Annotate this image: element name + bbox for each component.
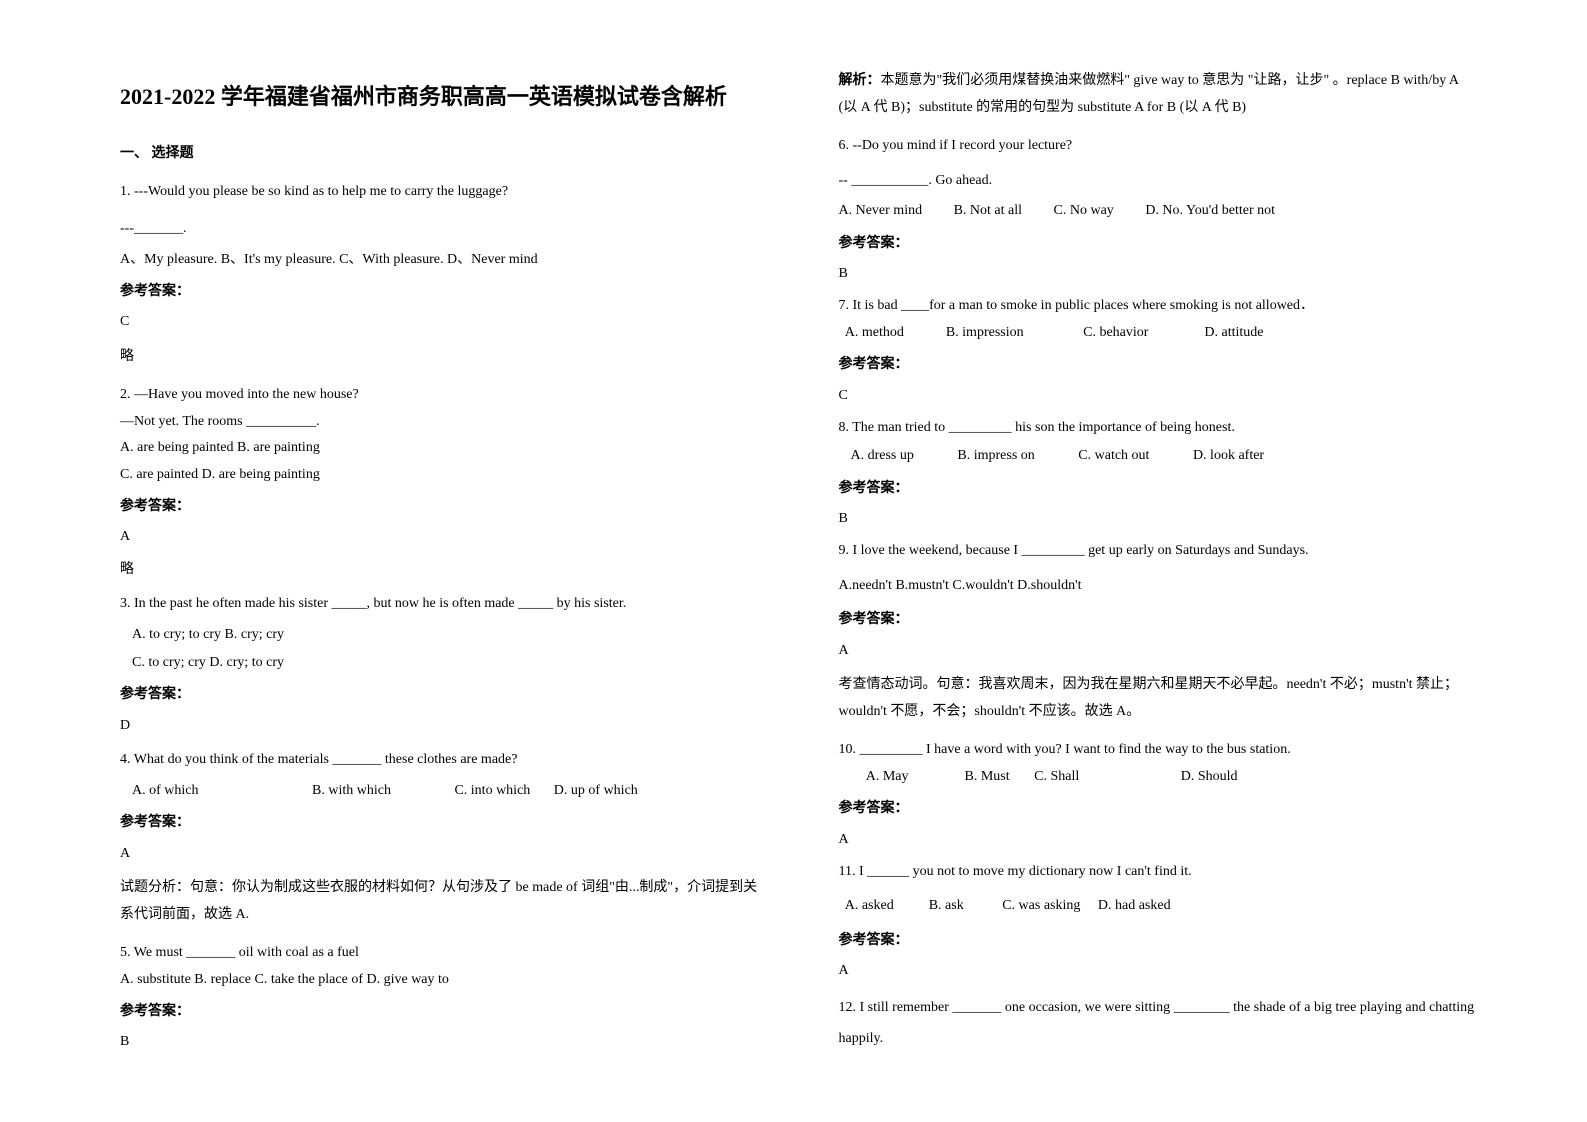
explain-body: 本题意为"我们必须用煤替换油来做燃料" give way to 意思为 "让路，…	[839, 73, 1459, 115]
question-10-options: A. May B. Must C. Shall D. Should	[839, 766, 1478, 788]
ref-answer-label: 参考答案：	[839, 798, 1478, 820]
question-4-answer: A	[120, 843, 759, 865]
question-9-explain: 考查情态动词。句意：我喜欢周末，因为我在星期六和星期天不必早起。needn't …	[839, 672, 1478, 725]
question-4-optD: D. up of which	[554, 780, 638, 802]
question-8-optD: D. look after	[1193, 445, 1264, 467]
ref-answer-label: 参考答案：	[120, 496, 759, 518]
question-10-answer: A	[839, 829, 1478, 851]
question-8-optB: B. impress on	[957, 445, 1034, 467]
ref-answer-label: 参考答案：	[120, 281, 759, 303]
question-3-opt-row1: A. to cry; to cry B. cry; cry	[132, 624, 759, 646]
exam-page: 2021-2022 学年福建省福州市商务职高高一英语模拟试卷含解析 一、 选择题…	[0, 0, 1587, 1122]
question-8-stem: 8. The man tried to _________ his son th…	[839, 417, 1478, 439]
question-6-optC: C. No way	[1054, 200, 1114, 222]
ref-answer-label: 参考答案：	[120, 1001, 759, 1023]
question-4-options: A. of which B. with which C. into which …	[120, 780, 759, 802]
exam-title: 2021-2022 学年福建省福州市商务职高高一英语模拟试卷含解析	[120, 80, 759, 113]
question-7-options: A. method B. impression C. behavior D. a…	[839, 322, 1478, 344]
question-11-stem: 11. I ______ you not to move my dictiona…	[839, 861, 1478, 883]
question-6-stem2: -- ___________. Go ahead.	[839, 168, 1478, 195]
question-3-opt-row2: C. to cry; cry D. cry; to cry	[132, 652, 759, 674]
question-12-stem: 12. I still remember _______ one occasio…	[839, 993, 1478, 1055]
question-9-stem: 9. I love the weekend, because I _______…	[839, 540, 1478, 562]
question-4-explain: 试题分析：句意：你认为制成这些衣服的材料如何？从句涉及了 be made of …	[120, 875, 759, 928]
question-8-answer: B	[839, 508, 1478, 530]
explain-label: 解析：	[839, 73, 881, 88]
question-4-optA: A. of which	[132, 780, 199, 802]
question-8-options: A. dress up B. impress on C. watch out D…	[851, 445, 1478, 467]
question-10-stem: 10. _________ I have a word with you? I …	[839, 739, 1478, 761]
question-6-options: A. Never mind B. Not at all C. No way D.…	[839, 200, 1478, 222]
question-6-optB: B. Not at all	[954, 200, 1022, 222]
left-column: 2021-2022 学年福建省福州市商务职高高一英语模拟试卷含解析 一、 选择题…	[100, 60, 799, 1082]
right-column: 解析：本题意为"我们必须用煤替换油来做燃料" give way to 意思为 "…	[799, 60, 1498, 1082]
question-5-options: A. substitute B. replace C. take the pla…	[120, 969, 759, 991]
question-7-answer: C	[839, 385, 1478, 407]
question-7-stem: 7. It is bad ____for a man to smoke in p…	[839, 295, 1478, 317]
question-2-answer: A	[120, 526, 759, 548]
question-9-answer: A	[839, 640, 1478, 662]
ref-answer-label: 参考答案：	[120, 812, 759, 834]
question-5-answer: B	[120, 1031, 759, 1053]
question-5-explain: 解析：本题意为"我们必须用煤替换油来做燃料" give way to 意思为 "…	[839, 68, 1478, 121]
question-3-answer: D	[120, 715, 759, 737]
question-9-options: A.needn't B.mustn't C.wouldn't D.shouldn…	[839, 573, 1478, 600]
question-1-options: A、My pleasure. B、It's my pleasure. C、Wit…	[120, 249, 759, 271]
ref-answer-label: 参考答案：	[120, 684, 759, 706]
question-4-optB: B. with which	[312, 780, 391, 802]
question-8-optA: A. dress up	[851, 445, 914, 467]
question-1-stem: 1. ---Would you please be so kind as to …	[120, 179, 759, 206]
question-3-stem: 3. In the past he often made his sister …	[120, 591, 759, 618]
question-2-optC: C. are painted D. are being painting	[120, 464, 759, 486]
question-1-answer: C	[120, 311, 759, 333]
question-6-optA: A. Never mind	[839, 200, 923, 222]
question-2-stem2: —Not yet. The rooms __________.	[120, 411, 759, 433]
question-6-stem: 6. --Do you mind if I record your lectur…	[839, 135, 1478, 157]
question-4-optC: C. into which	[454, 780, 530, 802]
question-1-explain: 略	[120, 344, 759, 371]
section-heading: 一、 选择题	[120, 143, 759, 165]
question-2-optA: A. are being painted B. are painting	[120, 437, 759, 459]
ref-answer-label: 参考答案：	[839, 609, 1478, 631]
question-1-stem2: ---_______.	[120, 216, 759, 243]
question-2-stem1: 2. —Have you moved into the new house?	[120, 384, 759, 406]
question-6-optD: D. No. You'd better not	[1145, 200, 1275, 222]
question-6-answer: B	[839, 263, 1478, 285]
question-11-options: A. asked B. ask C. was asking D. had ask…	[839, 893, 1478, 920]
question-11-answer: A	[839, 960, 1478, 982]
question-8-optC: C. watch out	[1078, 445, 1149, 467]
ref-answer-label: 参考答案：	[839, 233, 1478, 255]
question-4-stem: 4. What do you think of the materials __…	[120, 747, 759, 774]
ref-answer-label: 参考答案：	[839, 930, 1478, 952]
question-5-stem: 5. We must _______ oil with coal as a fu…	[120, 942, 759, 964]
ref-answer-label: 参考答案：	[839, 478, 1478, 500]
question-2-explain: 略	[120, 559, 759, 581]
ref-answer-label: 参考答案：	[839, 354, 1478, 376]
